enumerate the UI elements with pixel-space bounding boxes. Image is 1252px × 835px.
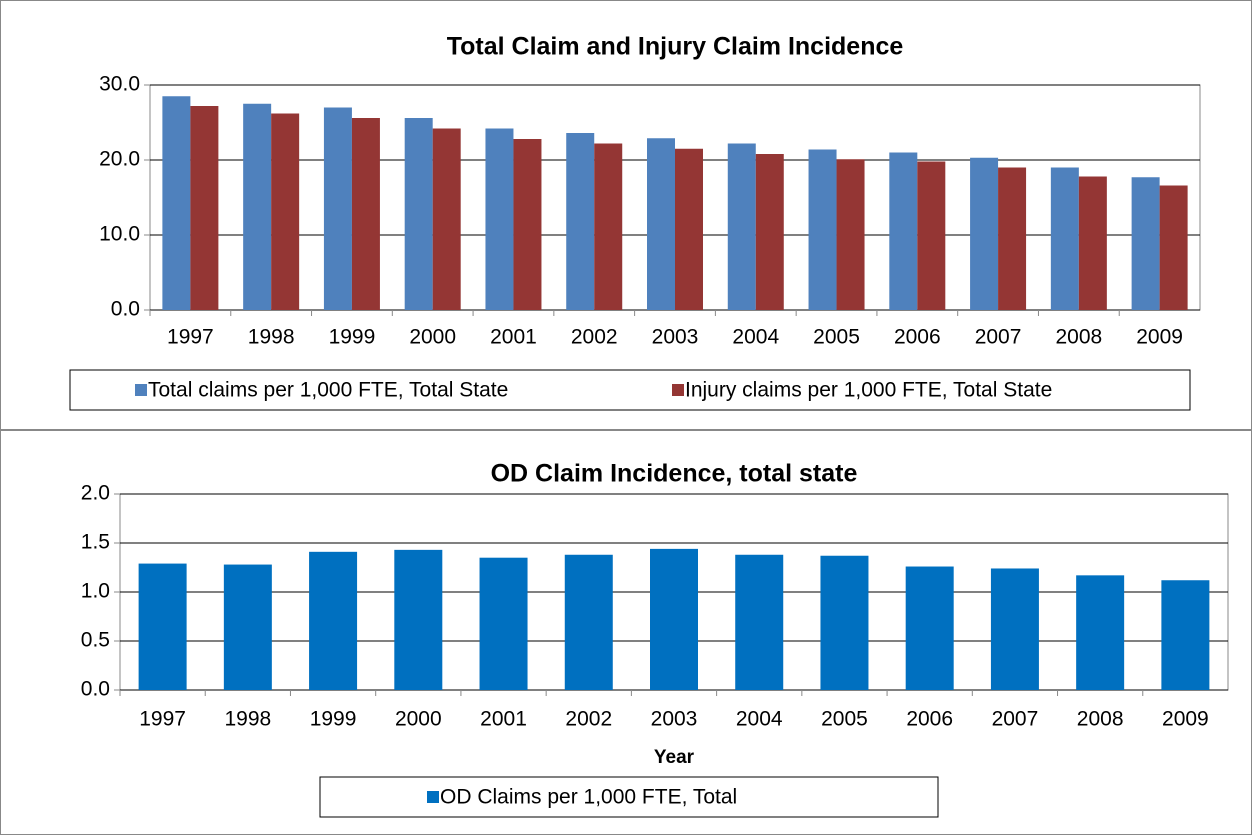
x-tick-label: 2002	[565, 708, 612, 731]
x-tick-label: 2007	[975, 326, 1022, 349]
legend-swatch	[427, 791, 439, 803]
y-tick-label: 0.0	[81, 678, 110, 701]
bar	[594, 143, 623, 310]
bar	[566, 133, 595, 310]
legend-label: Total claims per 1,000 FTE, Total State	[148, 379, 508, 402]
bar	[1050, 167, 1079, 310]
y-tick-label: 1.5	[81, 531, 110, 554]
x-tick-label: 1998	[248, 326, 295, 349]
bar	[1131, 177, 1160, 310]
bar	[808, 149, 837, 310]
y-tick-label: 0.0	[111, 298, 140, 321]
bar	[836, 159, 865, 310]
x-tick-label: 2009	[1162, 708, 1209, 731]
y-tick-label: 1.0	[81, 580, 110, 603]
x-tick-label: 2005	[821, 708, 868, 731]
bar	[138, 563, 187, 690]
bar	[735, 554, 784, 690]
x-tick-label: 2004	[736, 708, 783, 731]
x-tick-label: 2000	[409, 326, 456, 349]
bar	[432, 128, 461, 310]
x-tick-label: 2001	[490, 326, 537, 349]
bar	[1161, 580, 1210, 690]
x-tick-label: 2006	[906, 708, 953, 731]
x-tick-label: 1997	[167, 326, 214, 349]
bar	[323, 107, 352, 310]
x-tick-label: 2007	[992, 708, 1039, 731]
bar	[727, 143, 756, 310]
y-tick-label: 30.0	[99, 73, 140, 96]
x-tick-label: 2004	[732, 326, 779, 349]
bar	[889, 152, 918, 310]
bar	[990, 568, 1039, 690]
bar	[1078, 176, 1107, 310]
bar	[675, 148, 703, 310]
x-tick-label: 2001	[480, 708, 527, 731]
legend-box	[69, 369, 1191, 411]
y-tick-label: 0.5	[81, 629, 110, 652]
x-tick-label: 2003	[651, 708, 698, 731]
legend-box	[319, 776, 939, 818]
bar	[998, 167, 1027, 310]
y-tick-label: 20.0	[99, 148, 140, 171]
bar	[162, 96, 191, 310]
bar	[309, 551, 358, 690]
bar	[564, 554, 613, 690]
legend-swatch	[135, 384, 147, 396]
y-tick-label: 10.0	[99, 223, 140, 246]
bar	[351, 118, 380, 310]
bar	[271, 113, 300, 310]
chart-title: Total Claim and Injury Claim Incidence	[447, 33, 904, 61]
x-tick-label: 1998	[224, 708, 271, 731]
bar	[223, 564, 272, 690]
y-tick-label: 2.0	[81, 482, 110, 505]
bar	[485, 128, 514, 310]
bar	[650, 548, 698, 690]
bar	[513, 139, 542, 310]
x-tick-label: 2000	[395, 708, 442, 731]
bar	[1159, 185, 1188, 310]
bar	[394, 549, 443, 690]
bar	[647, 138, 675, 310]
bar	[755, 154, 784, 310]
bar	[820, 555, 869, 690]
bar	[1076, 575, 1125, 690]
x-tick-label: 2003	[652, 326, 699, 349]
bar	[190, 106, 219, 310]
x-axis-label: Year	[654, 747, 695, 768]
x-tick-label: 2008	[1055, 326, 1102, 349]
legend-label: OD Claims per 1,000 FTE, Total	[440, 786, 737, 809]
bar	[905, 566, 954, 690]
x-tick-label: 1999	[310, 708, 357, 731]
x-tick-label: 2005	[813, 326, 860, 349]
bar	[243, 103, 272, 310]
legend-label: Injury claims per 1,000 FTE, Total State	[685, 379, 1052, 402]
x-tick-label: 1999	[329, 326, 376, 349]
x-tick-label: 2006	[894, 326, 941, 349]
x-tick-label: 2002	[571, 326, 618, 349]
chart-title: OD Claim Incidence, total state	[491, 460, 858, 488]
x-tick-label: 1997	[139, 708, 186, 731]
x-tick-label: 2008	[1077, 708, 1124, 731]
bar	[479, 557, 528, 690]
bar	[404, 118, 433, 310]
x-tick-label: 2009	[1136, 326, 1183, 349]
legend-swatch	[672, 384, 684, 396]
bar	[970, 157, 999, 310]
bar	[917, 161, 946, 310]
